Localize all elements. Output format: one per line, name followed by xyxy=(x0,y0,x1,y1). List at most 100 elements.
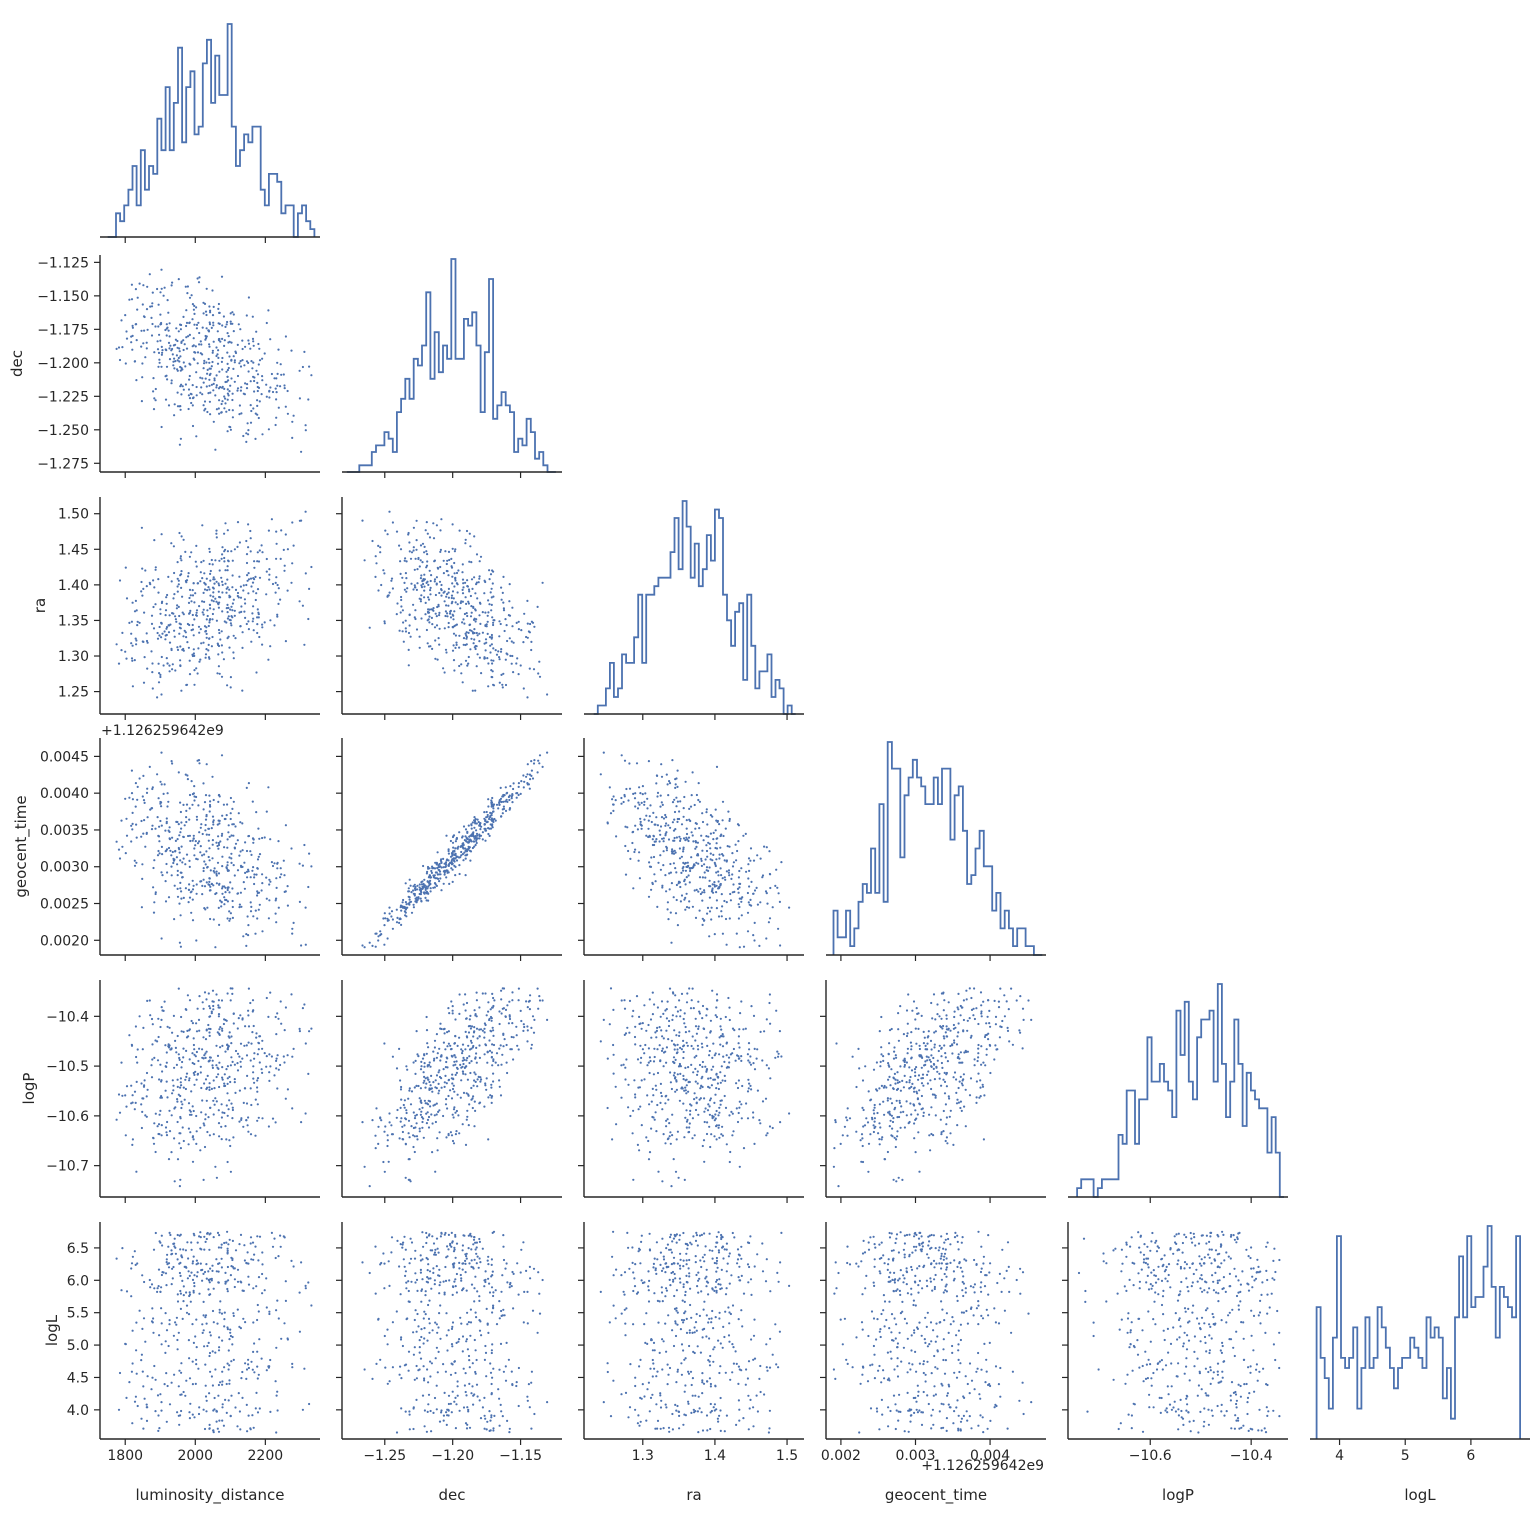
scatter-point xyxy=(486,813,489,817)
scatter-point xyxy=(690,1044,693,1048)
scatter-point xyxy=(215,386,218,389)
scatter-point xyxy=(670,850,674,853)
scatter-point xyxy=(158,1078,161,1081)
scatter-point xyxy=(140,526,143,529)
scatter-point xyxy=(715,1015,719,1019)
scatter-point xyxy=(526,1006,529,1009)
scatter-point xyxy=(391,587,394,590)
scatter-point xyxy=(181,611,184,614)
scatter-point xyxy=(256,560,259,563)
scatter-point xyxy=(303,350,306,353)
scatter-point xyxy=(659,1015,662,1018)
scatter-point xyxy=(609,987,613,990)
scatter-point xyxy=(692,1047,695,1050)
scatter-point xyxy=(251,869,254,872)
scatter-point xyxy=(528,631,532,634)
scatter-point xyxy=(175,327,178,330)
scatter-point xyxy=(451,1055,454,1058)
scatter-point xyxy=(252,866,255,869)
scatter-point xyxy=(780,861,783,864)
scatter-point xyxy=(660,1029,663,1032)
scatter-point xyxy=(220,1138,223,1141)
scatter-point xyxy=(221,832,224,836)
scatter-point xyxy=(117,848,121,851)
scatter-point xyxy=(245,786,248,790)
scatter-point xyxy=(229,322,232,325)
scatter-point xyxy=(177,278,180,281)
scatter-point xyxy=(706,1008,709,1011)
scatter-point xyxy=(636,828,640,831)
scatter-point xyxy=(746,1053,750,1056)
scatter-point xyxy=(160,353,163,356)
scatter-point xyxy=(658,1044,661,1047)
scatter-point xyxy=(694,827,697,830)
scatter-point xyxy=(715,993,719,996)
scatter-point xyxy=(683,795,686,799)
scatter-point xyxy=(701,1060,705,1064)
scatter-point xyxy=(674,1090,677,1093)
scatter-point xyxy=(217,349,220,352)
scatter-point xyxy=(450,1134,454,1137)
scatter-point xyxy=(217,1109,220,1112)
scatter-point xyxy=(368,626,371,629)
scatter-point xyxy=(253,1081,256,1084)
scatter-point xyxy=(710,906,713,909)
scatter-point xyxy=(455,1109,458,1113)
scatter-point xyxy=(234,350,237,353)
scatter-point xyxy=(763,1030,766,1033)
scatter-point xyxy=(228,588,231,591)
scatter-point xyxy=(498,1047,501,1050)
scatter-point xyxy=(178,1132,181,1135)
scatter-point xyxy=(160,1124,163,1127)
scatter-point xyxy=(427,596,430,599)
scatter-point xyxy=(999,987,1002,990)
scatter-point xyxy=(180,827,183,830)
scatter-point xyxy=(420,594,423,597)
scatter-point xyxy=(233,1063,236,1066)
scatter-point xyxy=(713,1054,716,1057)
scatter-point xyxy=(461,600,464,603)
scatter-point xyxy=(451,649,455,652)
scatter-point xyxy=(412,889,415,892)
scatter-point xyxy=(212,1133,215,1136)
scatter-point xyxy=(701,1065,704,1068)
scatter-point xyxy=(284,824,287,827)
scatter-point xyxy=(502,607,505,610)
scatter-point xyxy=(230,377,233,380)
scatter-point xyxy=(483,592,486,595)
scatter-point xyxy=(461,1052,464,1055)
scatter-point xyxy=(526,622,529,625)
scatter-point xyxy=(464,1048,467,1051)
scatter-point xyxy=(247,1116,250,1119)
scatter-point xyxy=(239,625,242,628)
scatter-point xyxy=(665,845,668,848)
scatter-point xyxy=(221,892,224,895)
scatter-point xyxy=(697,1000,700,1003)
scatter-point xyxy=(269,338,272,341)
scatter-point xyxy=(208,1088,211,1091)
scatter-point xyxy=(179,623,182,626)
scatter-point xyxy=(404,630,408,633)
scatter-point xyxy=(239,1065,242,1068)
scatter-point xyxy=(643,1078,646,1081)
scatter-point xyxy=(898,1099,901,1102)
scatter-point xyxy=(460,844,463,848)
scatter-point xyxy=(492,1029,495,1032)
scatter-point xyxy=(761,1100,765,1103)
scatter-point xyxy=(142,342,145,345)
scatter-point xyxy=(221,1066,224,1069)
scatter-point xyxy=(454,577,457,580)
scatter-point xyxy=(750,1088,753,1091)
scatter-point xyxy=(464,849,467,852)
scatter-point xyxy=(276,583,279,587)
scatter-point xyxy=(398,629,401,632)
scatter-point xyxy=(230,1035,233,1038)
scatter-point xyxy=(200,386,203,389)
scatter-point xyxy=(179,859,182,862)
scatter-point xyxy=(686,992,689,995)
scatter-point xyxy=(740,867,743,870)
scatter-point xyxy=(211,351,214,354)
scatter-point xyxy=(680,992,684,996)
scatter-point xyxy=(182,613,185,616)
scatter-point xyxy=(386,1134,389,1137)
